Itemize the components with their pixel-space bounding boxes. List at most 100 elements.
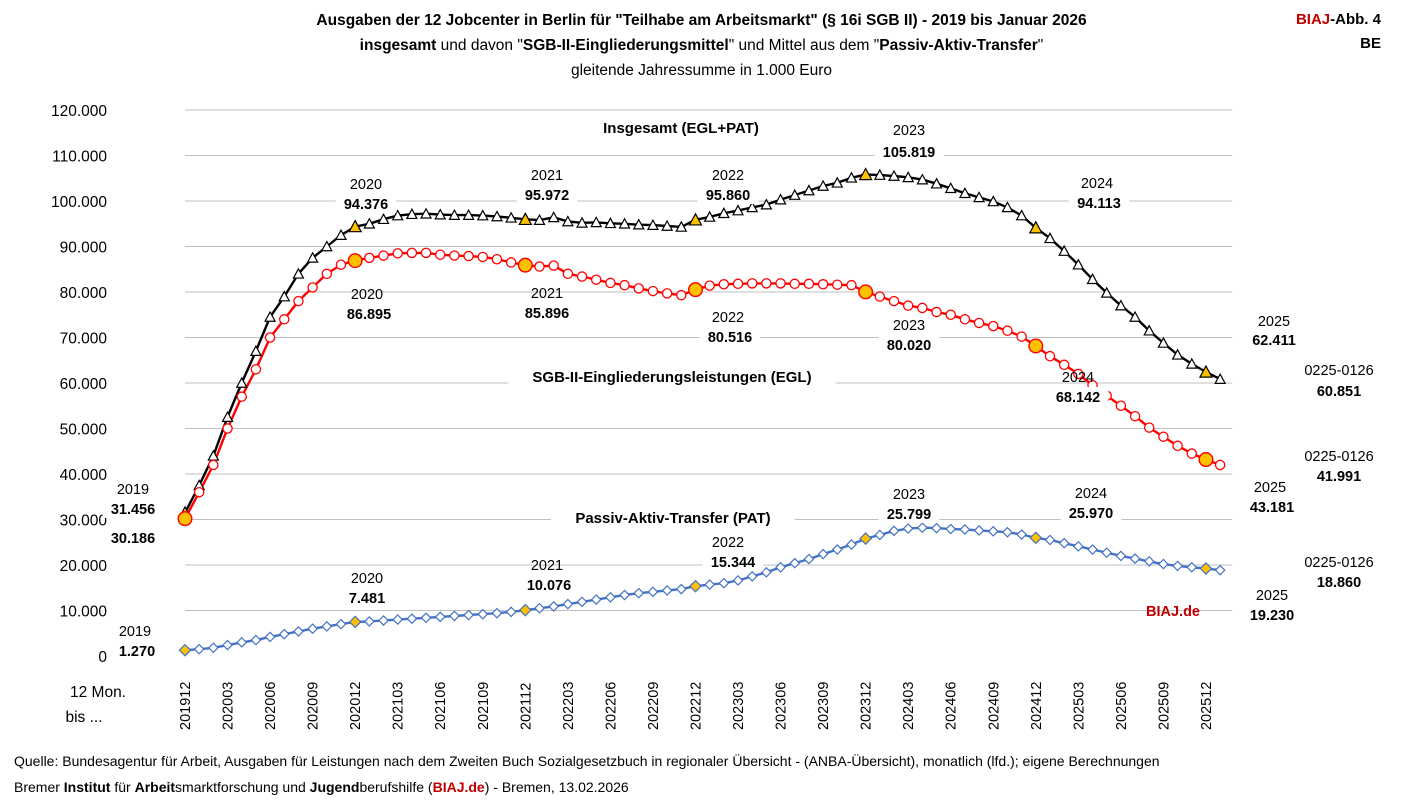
- data-point-pat: [278, 628, 290, 640]
- data-point-total: [944, 181, 957, 194]
- data-point-egl: [1028, 338, 1044, 354]
- data-point-pat: [675, 583, 687, 595]
- data-point-egl: [378, 250, 389, 261]
- data-point-total: [973, 191, 986, 203]
- data-label-year: 2020: [351, 571, 383, 587]
- x-tick-label: 202309: [816, 682, 832, 730]
- data-point-egl: [1073, 368, 1084, 380]
- data-point-total: [547, 211, 560, 223]
- data-point-egl: [988, 320, 999, 332]
- data-point-total: [987, 195, 1000, 207]
- data-point-pat: [846, 539, 857, 550]
- data-point-total: [505, 211, 518, 223]
- data-point-egl: [746, 278, 758, 289]
- data-point-pat: [945, 523, 957, 535]
- data-point-egl: [1172, 440, 1183, 452]
- series-title: Passiv-Aktiv-Transfer (PAT): [575, 510, 770, 527]
- data-point-total: [845, 171, 858, 183]
- data-label-year: 0225-0126: [1304, 555, 1373, 571]
- x-axis-label: bis ...: [65, 709, 102, 726]
- data-point-pat: [363, 615, 375, 627]
- data-point-total: [774, 193, 787, 205]
- data-point-pat: [888, 525, 900, 537]
- data-point-total: [1143, 324, 1156, 336]
- data-point-total: [1171, 348, 1184, 360]
- data-point-total: [746, 201, 759, 213]
- data-label-year: 2021: [531, 168, 563, 184]
- data-point-egl: [917, 302, 928, 314]
- data-point-egl: [347, 253, 363, 269]
- data-point-egl: [449, 250, 460, 261]
- data-point-pat: [1143, 555, 1155, 567]
- data-point-egl: [420, 247, 432, 259]
- data-point-egl: [619, 279, 630, 291]
- x-tick-label: 202412: [1029, 682, 1045, 730]
- data-label-value: 7.481: [349, 591, 385, 607]
- data-point-egl: [208, 459, 219, 471]
- data-point-pat: [1029, 531, 1043, 545]
- data-point-pat: [1199, 562, 1213, 575]
- data-point-pat: [420, 612, 432, 624]
- data-point-pat: [434, 611, 446, 623]
- data-point-egl: [817, 279, 829, 290]
- data-point-egl: [177, 511, 193, 527]
- data-point-total: [732, 204, 745, 216]
- data-point-pat: [859, 532, 873, 546]
- data-point-total: [873, 168, 886, 180]
- data-point-pat: [1016, 529, 1028, 540]
- data-label-value: 95.860: [706, 188, 750, 204]
- data-label-year: 2022: [712, 168, 744, 184]
- y-tick-label: 0: [98, 649, 107, 666]
- data-point-pat: [718, 577, 730, 589]
- data-label-bg: [878, 335, 940, 354]
- data-point-total: [576, 216, 589, 228]
- data-point-total: [1001, 201, 1014, 213]
- series-title: SGB-II-Eingliederungsleistungen (EGL): [532, 369, 811, 386]
- data-point-egl: [704, 280, 715, 291]
- data-point-total: [688, 212, 703, 226]
- data-point-pat: [746, 570, 758, 582]
- data-label-value: 80.020: [887, 338, 931, 354]
- x-tick-label: 202206: [603, 682, 619, 730]
- data-point-total: [916, 173, 929, 185]
- data-point-pat: [1101, 547, 1113, 559]
- series-title-bg: [592, 118, 770, 138]
- data-point-total: [590, 216, 603, 228]
- data-point-egl: [803, 278, 815, 290]
- x-tick-label: 202512: [1199, 682, 1215, 730]
- data-point-pat: [931, 522, 942, 534]
- data-point-total: [1028, 220, 1043, 234]
- data-label-bg: [341, 588, 393, 607]
- data-point-pat: [1157, 558, 1169, 570]
- data-point-egl: [676, 289, 687, 301]
- data-point-total: [717, 207, 730, 219]
- data-point-pat: [647, 586, 659, 598]
- data-point-pat: [732, 575, 744, 586]
- data-point-total: [348, 219, 363, 233]
- data-point-egl: [902, 300, 914, 311]
- data-label-year: 2025: [1258, 314, 1290, 330]
- data-point-total: [476, 209, 489, 221]
- x-tick-label: 202406: [944, 682, 960, 730]
- data-point-pat: [1058, 537, 1070, 549]
- data-label-bg: [102, 528, 164, 547]
- data-point-pat: [576, 596, 588, 608]
- data-point-egl: [250, 364, 262, 375]
- data-point-egl: [633, 283, 645, 294]
- data-point-egl: [236, 391, 247, 402]
- data-point-total: [420, 207, 433, 219]
- data-label-bg: [338, 304, 400, 323]
- data-point-total: [604, 217, 617, 229]
- data-label-year: 2024: [1062, 370, 1094, 386]
- data-point-pat: [902, 523, 914, 535]
- data-point-egl: [959, 314, 971, 325]
- data-point-egl: [222, 423, 233, 434]
- x-tick-label: 201912: [178, 682, 194, 730]
- data-label-bg: [1060, 503, 1122, 522]
- series-title-bg: [508, 367, 836, 387]
- data-point-egl: [434, 249, 446, 260]
- data-point-egl: [761, 278, 772, 289]
- data-point-total: [249, 344, 262, 356]
- data-point-egl: [505, 257, 517, 268]
